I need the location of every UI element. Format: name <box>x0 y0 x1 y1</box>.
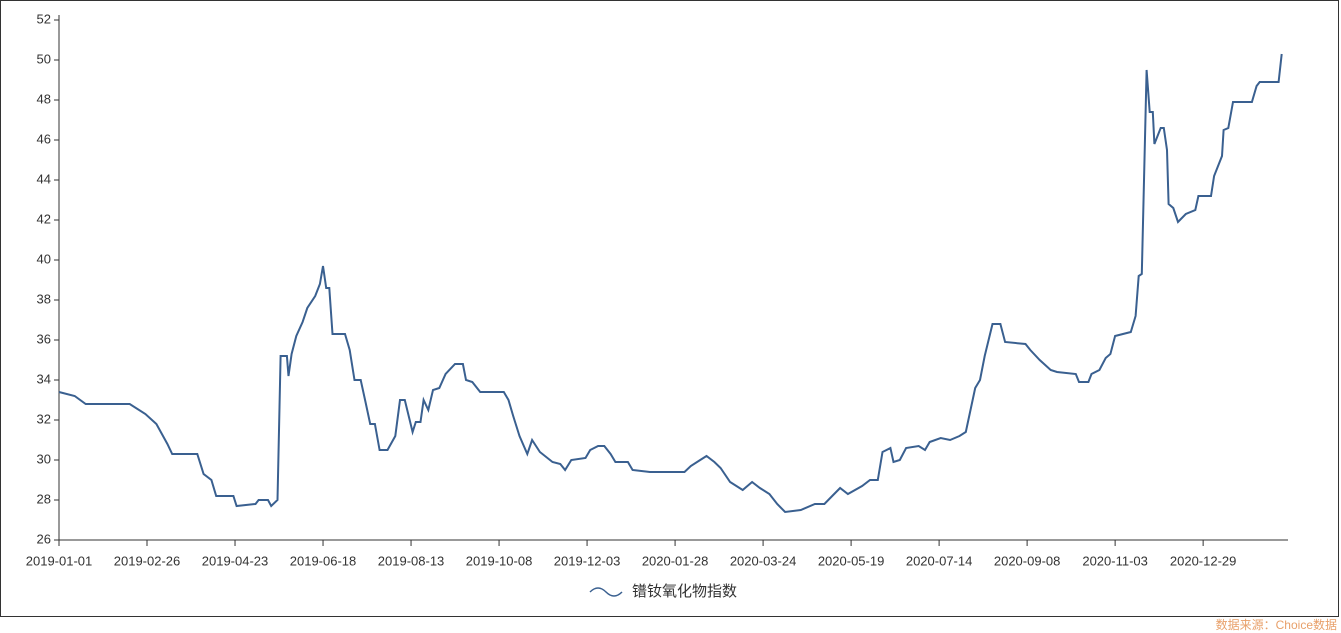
x-tick-label: 2019-10-08 <box>466 553 533 568</box>
x-tick-label: 2019-06-18 <box>290 553 357 568</box>
x-tick-label: 2019-04-23 <box>202 553 269 568</box>
x-tick-label: 2020-07-14 <box>906 553 973 568</box>
x-tick-label: 2020-01-28 <box>642 553 709 568</box>
x-tick-label: 2020-11-03 <box>1082 553 1148 568</box>
x-tick-label: 2019-01-01 <box>26 553 93 568</box>
x-tick-label: 2020-05-19 <box>818 553 885 568</box>
y-tick-label: 52 <box>37 11 51 26</box>
y-tick-label: 36 <box>37 331 51 346</box>
y-tick-label: 38 <box>37 291 51 306</box>
legend-label: 镨钕氧化物指数 <box>632 583 737 600</box>
y-tick-label: 48 <box>37 91 51 106</box>
y-tick-label: 46 <box>37 131 51 146</box>
y-tick-label: 30 <box>37 451 51 466</box>
frame <box>0 0 1339 617</box>
legend-symbol <box>589 587 623 597</box>
x-tick-label: 2020-03-24 <box>730 553 797 568</box>
data-line <box>58 53 1283 514</box>
source-note: 数据来源：Choice数据 <box>1216 617 1337 632</box>
x-tick-label: 2020-12-29 <box>1170 553 1237 568</box>
y-tick-label: 34 <box>37 371 51 386</box>
y-tick-label: 32 <box>37 411 51 426</box>
x-tick-label: 2020-09-08 <box>994 553 1061 568</box>
y-tick-label: 50 <box>37 51 51 66</box>
y-tick-label: 28 <box>37 491 51 506</box>
x-tick-label: 2019-12-03 <box>554 553 621 568</box>
y-tick-label: 40 <box>37 251 51 266</box>
y-tick-label: 42 <box>37 211 51 226</box>
y-tick-label: 44 <box>37 171 51 186</box>
x-tick-label: 2019-02-26 <box>114 553 181 568</box>
x-tick-label: 2019-08-13 <box>378 553 445 568</box>
y-tick-label: 26 <box>37 531 51 546</box>
